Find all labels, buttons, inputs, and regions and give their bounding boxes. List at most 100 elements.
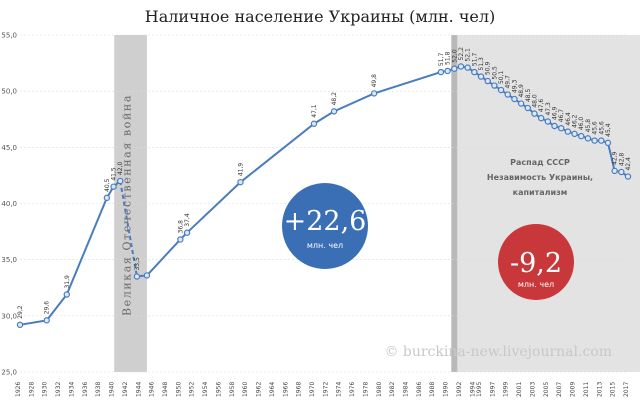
series-line-segment — [239, 122, 315, 183]
data-label: 45,4 — [605, 123, 612, 137]
x-tick-label: 2017 — [623, 382, 630, 397]
x-tick-label: 1997 — [489, 382, 496, 397]
data-label: 42,0 — [117, 161, 124, 175]
y-tick-label: 40,0 — [1, 200, 17, 208]
x-tick-label: 1936 — [82, 382, 89, 397]
data-point — [537, 114, 545, 122]
series-line-segment — [606, 142, 616, 172]
growth-bubble-circle — [282, 183, 368, 269]
data-point — [43, 317, 50, 324]
y-tick-label: 50,0 — [1, 88, 17, 96]
data-label: 36,8 — [177, 220, 184, 234]
data-point — [117, 177, 124, 185]
data-label: 48,5 — [525, 88, 532, 102]
x-tick-label: 2009 — [570, 382, 577, 397]
x-tick-label: 1994 — [469, 382, 476, 397]
data-label: 42,9 — [612, 151, 619, 165]
x-tick-label: 1938 — [95, 382, 102, 397]
x-tick-label: 2001 — [516, 382, 523, 397]
data-label: 45,8 — [585, 119, 592, 133]
growth-bubble-unit: млн. чел — [307, 241, 343, 250]
x-tick-label: 1972 — [322, 382, 329, 397]
ussr-note: Распад СССР Незавимость Украины, капитал… — [487, 158, 593, 197]
x-tick-label: 1995 — [476, 382, 483, 397]
x-tick-label: 1954 — [202, 382, 209, 397]
data-labels: 29,2 29,6 31,9 40,541,5 42,0 33,5 36,837,4 41,9… — [17, 47, 632, 319]
data-label: 37,4 — [184, 213, 191, 227]
data-point — [330, 108, 338, 115]
data-label: 52,1 — [465, 48, 472, 62]
data-label: 50,5 — [491, 66, 498, 80]
x-tick-label: 1942 — [122, 382, 129, 397]
x-tick-label: 1999 — [503, 382, 510, 397]
data-point — [237, 178, 244, 186]
data-point — [16, 321, 24, 329]
data-label: 49,8 — [371, 74, 378, 88]
x-tick-label: 1986 — [416, 382, 423, 397]
x-tick-label: 1930 — [42, 382, 49, 397]
data-label: 50,9 — [485, 62, 492, 76]
series-line-segment — [186, 181, 242, 234]
data-point — [471, 68, 478, 76]
x-tick-label: 1940 — [109, 382, 116, 397]
data-point — [451, 65, 458, 72]
x-tick-label: 1990 — [443, 382, 450, 397]
data-label: 45,6 — [592, 121, 599, 135]
data-label: 51,8 — [445, 51, 452, 65]
data-point — [578, 132, 585, 140]
data-label: 42,8 — [618, 153, 625, 167]
data-point — [598, 137, 605, 144]
data-point — [133, 273, 141, 280]
data-point — [551, 122, 558, 130]
data-point — [491, 82, 498, 89]
x-tick-label: 1968 — [296, 382, 303, 397]
data-point — [444, 67, 451, 75]
data-point — [63, 291, 70, 298]
data-label: 49,7 — [505, 75, 512, 89]
x-tick-label: 2007 — [556, 382, 563, 397]
x-tick-label: 2005 — [543, 382, 550, 397]
data-label: 48,9 — [518, 84, 525, 98]
ussr-note-line-3: капитализм — [513, 188, 568, 197]
data-point — [370, 90, 378, 97]
data-label: 51,7 — [471, 53, 478, 67]
data-label: 33,5 — [134, 257, 141, 271]
data-label: 42,4 — [625, 157, 632, 171]
data-label: 46,4 — [565, 112, 572, 126]
x-tick-label: 1988 — [429, 382, 436, 397]
data-label: 46,2 — [572, 114, 579, 128]
data-label: 50,1 — [498, 71, 505, 85]
data-point — [564, 128, 572, 135]
x-tick-label: 2003 — [529, 382, 536, 397]
y-axis-ticks: 25,0 30,0 35,0 40,0 45,0 50,0 55,0 — [1, 32, 17, 377]
x-tick-label: 1964 — [269, 382, 276, 397]
data-label: 46,0 — [578, 117, 585, 131]
data-label: 48,2 — [331, 92, 338, 106]
x-tick-label: 2011 — [583, 382, 590, 397]
decline-bubble-value: -9,2 — [510, 248, 562, 279]
y-tick-label: 35,0 — [1, 256, 17, 264]
data-point — [618, 168, 625, 176]
data-label: 49,3 — [511, 79, 518, 93]
x-tick-label: 1970 — [309, 382, 316, 397]
y-tick-label: 30,0 — [1, 312, 17, 320]
series-line-segment — [333, 92, 375, 113]
series-line-segment — [19, 319, 47, 326]
series-line-segment — [45, 293, 68, 321]
data-label: 29,6 — [44, 301, 51, 315]
x-tick-label: 1984 — [403, 382, 410, 397]
data-label: 52,2 — [458, 47, 465, 61]
series-line-segment — [313, 110, 335, 125]
watermark: © burckina-new.livejournal.com — [384, 344, 612, 360]
data-label: 46,9 — [552, 106, 559, 120]
x-tick-label: 1926 — [15, 382, 22, 397]
x-tick-label: 1932 — [55, 382, 62, 397]
war-period-label: Великая Отечественная война — [121, 94, 134, 316]
x-tick-label: 1958 — [229, 382, 236, 397]
x-tick-label: 1962 — [256, 382, 263, 397]
x-tick-label: 1952 — [189, 382, 196, 397]
data-point — [531, 110, 538, 117]
growth-bubble: +22,6 млн. чел — [282, 183, 368, 269]
data-point — [557, 125, 565, 132]
